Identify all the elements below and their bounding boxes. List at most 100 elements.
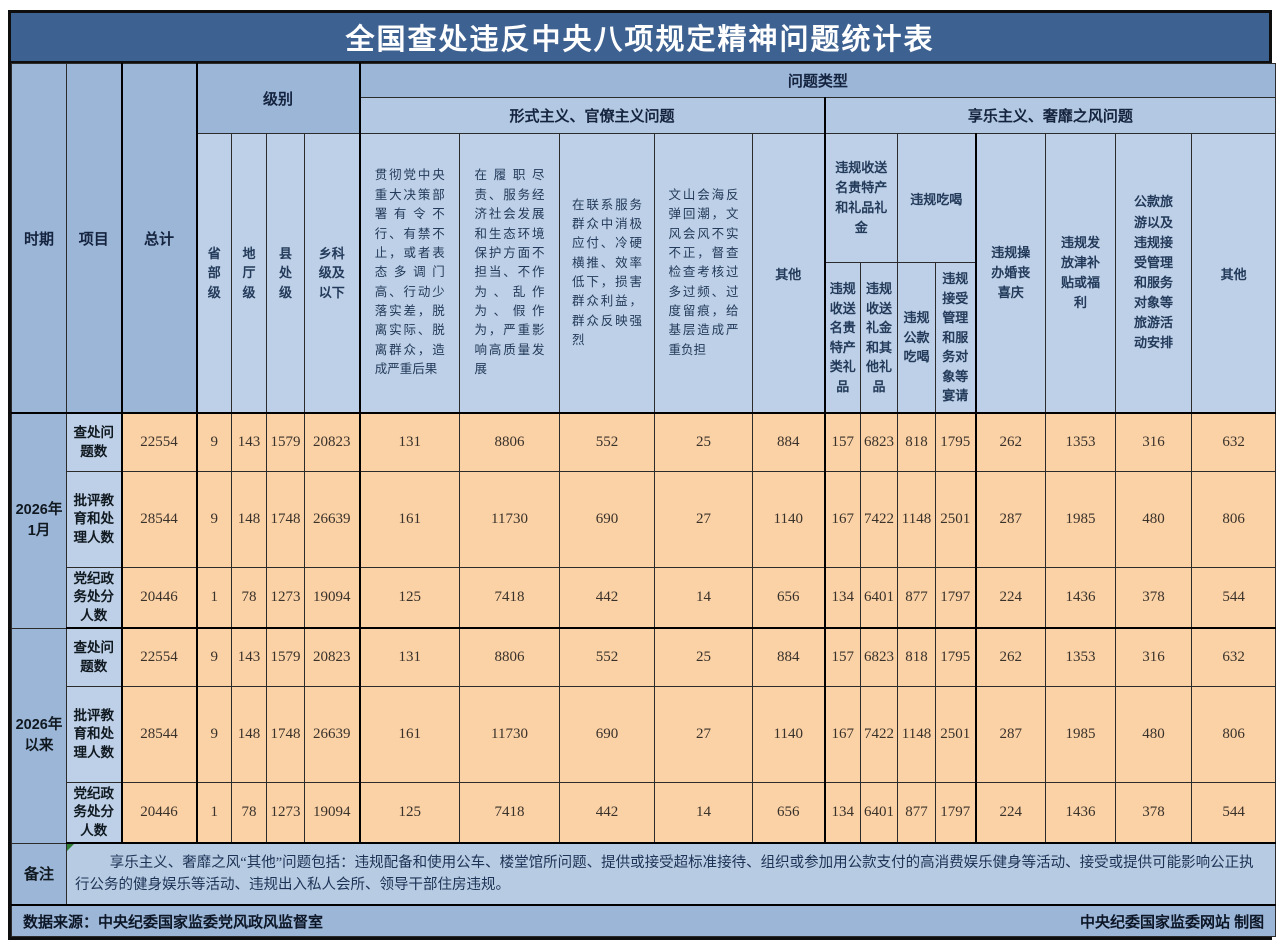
header-formalism-other: 其他 <box>752 133 826 414</box>
header-total: 总计 <box>121 63 198 414</box>
credit-text: 中央纪委国家监委网站 制图 <box>1079 913 1265 931</box>
header-dining-banquets: 违规接受管理和服务对象等宴请 <box>935 262 977 414</box>
notes-content: 享乐主义、奢靡之风“其他”问题包括：违规配备和使用公车、楼堂馆所问题、提供或接受… <box>65 842 1277 906</box>
footer-row: 数据来源：中央纪委国家监委党风政风监督室 中央纪委国家监委网站 制图 <box>10 904 1277 937</box>
row-item-label: 党纪政务处分人数 <box>66 567 123 629</box>
notes-row: 备注 享乐主义、奢靡之风“其他”问题包括：违规配备和使用公车、楼堂馆所问题、提供… <box>11 842 1277 906</box>
data-cell: 6823 <box>860 627 899 687</box>
data-cell: 1273 <box>266 567 305 629</box>
data-cell: 14 <box>654 567 754 629</box>
data-cell: 8806 <box>459 627 561 687</box>
data-cell: 148 <box>231 471 267 568</box>
data-cell: 28544 <box>121 686 198 783</box>
data-cell: 224 <box>975 567 1047 629</box>
data-cell: 157 <box>824 627 862 687</box>
data-cell: 378 <box>1115 567 1193 629</box>
data-cell: 818 <box>897 412 937 472</box>
data-cell: 143 <box>231 412 267 472</box>
header-formalism-group: 形式主义、官僚主义问题 <box>359 97 826 134</box>
data-cell: 8806 <box>459 412 561 472</box>
data-cell: 287 <box>975 471 1047 568</box>
data-cell: 134 <box>824 782 862 844</box>
data-cell: 1140 <box>752 686 826 783</box>
table-notes-footer: 备注 享乐主义、奢靡之风“其他”问题包括：违规配备和使用公车、楼堂馆所问题、提供… <box>10 842 1277 937</box>
data-cell: 884 <box>752 627 826 687</box>
header-level-prefecture: 地厅级 <box>231 133 267 414</box>
data-cell: 1797 <box>935 782 977 844</box>
page-title: 全国查处违反中央八项规定精神问题统计表 <box>11 13 1269 63</box>
notes-label: 备注 <box>11 842 67 906</box>
data-cell: 157 <box>824 412 862 472</box>
header-period: 时期 <box>11 63 67 414</box>
header-gifts-group: 违规收送名贵特产和礼品礼金 <box>824 133 899 263</box>
data-cell: 480 <box>1115 686 1193 783</box>
header-level-group: 级别 <box>195 63 361 134</box>
header-weddings-funerals: 违规操办婚丧喜庆 <box>975 133 1047 414</box>
data-cell: 552 <box>559 627 656 687</box>
page: 全国查处违反中央八项规定精神问题统计表 时期 项目 总计 级别 问题类型 形式主… <box>8 10 1277 940</box>
header-level-province: 省部级 <box>196 133 232 414</box>
header-formalism-col-1: 贯彻党中央重大决策部署有令不行、有禁不止，或者表态多调门高、行动少落实差，脱离实… <box>359 133 461 414</box>
data-cell: 20446 <box>121 567 198 629</box>
data-row: 党纪政务处分人数 20446 1 78 1273 19094 125 7418 442 14 656… <box>12 567 1277 629</box>
data-cell: 6401 <box>860 567 899 629</box>
data-row: 2026年1月 查处问题数 22554 9 143 1579 20823 131 8806 552… <box>11 412 1277 629</box>
data-cell: 690 <box>559 686 656 783</box>
notes-text: 享乐主义、奢靡之风“其他”问题包括：违规配备和使用公车、楼堂馆所问题、提供或接受… <box>75 854 1254 893</box>
data-cell: 287 <box>975 686 1047 783</box>
header-allowances: 违规发放津补贴或福利 <box>1045 133 1117 414</box>
data-cell: 26639 <box>303 471 361 568</box>
data-cell: 78 <box>231 782 267 844</box>
data-cell: 14 <box>654 782 754 844</box>
data-row: 2026年以来 查处问题数 22554 9 143 1579 20823 131 8806 552… <box>11 627 1277 844</box>
header-level-township: 乡科级及以下 <box>303 133 361 414</box>
header-problem-type: 问题类型 <box>359 63 1277 98</box>
data-cell: 378 <box>1115 782 1193 844</box>
data-cell: 143 <box>231 627 267 687</box>
header-hedonism-group: 享乐主义、奢靡之风问题 <box>824 97 1277 134</box>
row-item-label: 查处问题数 <box>66 627 123 687</box>
data-cell: 28544 <box>121 471 198 568</box>
data-cell: 9 <box>196 471 232 568</box>
data-cell: 480 <box>1115 471 1193 568</box>
row-item-label: 批评教育和处理人数 <box>66 471 123 568</box>
data-cell: 316 <box>1115 627 1193 687</box>
data-cell: 19094 <box>303 567 361 629</box>
data-cell: 1436 <box>1045 567 1117 629</box>
header-formalism-col-4: 文山会海反弹回潮，文风会风不实不正，督查检查考核过多过频、过度留痕，给基层造成严… <box>654 133 754 414</box>
data-cell: 544 <box>1191 782 1277 844</box>
data-cell: 1148 <box>897 471 937 568</box>
data-cell: 6401 <box>860 782 899 844</box>
data-cell: 544 <box>1191 567 1277 629</box>
row-item-label: 党纪政务处分人数 <box>66 782 123 844</box>
data-cell: 20823 <box>303 412 361 472</box>
data-cell: 27 <box>654 471 754 568</box>
data-cell: 632 <box>1191 627 1277 687</box>
data-cell: 1 <box>196 567 232 629</box>
header-row-1: 时期 项目 总计 级别 问题类型 <box>11 63 1277 414</box>
data-cell: 1985 <box>1045 471 1117 568</box>
data-cell: 1795 <box>935 627 977 687</box>
header-formalism-col-2: 在履职尽责、服务经济社会发展和生态环境保护方面不担当、不作为、乱作为、假作为，严… <box>459 133 561 414</box>
header-row-4: 违规收送名贵特产类礼品 违规收送礼金和其他礼品 违规公款吃喝 违规接受管理和服务… <box>12 262 1276 414</box>
data-cell: 78 <box>231 567 267 629</box>
data-cell: 11730 <box>459 471 561 568</box>
data-cell: 1795 <box>935 412 977 472</box>
cell-comment-marker <box>67 844 74 851</box>
data-cell: 262 <box>975 412 1047 472</box>
row-item-label: 查处问题数 <box>66 412 123 472</box>
period-label: 2026年以来 <box>11 627 67 844</box>
data-cell: 11730 <box>459 686 561 783</box>
header-item: 项目 <box>66 63 123 414</box>
data-cell: 25 <box>654 627 754 687</box>
data-cell: 1436 <box>1045 782 1117 844</box>
data-cell: 877 <box>897 567 937 629</box>
data-cell: 1748 <box>266 686 305 783</box>
footer-cell: 数据来源：中央纪委国家监委党风政风监督室 中央纪委国家监委网站 制图 <box>10 904 1277 937</box>
data-cell: 9 <box>196 686 232 783</box>
data-row: 党纪政务处分人数 20446 1 78 1273 19094 125 7418 442 14 656… <box>12 782 1277 844</box>
data-cell: 148 <box>231 686 267 783</box>
data-cell: 131 <box>359 412 461 472</box>
data-cell: 134 <box>824 567 862 629</box>
table-frame: 全国查处违反中央八项规定精神问题统计表 时期 项目 总计 级别 问题类型 形式主… <box>8 10 1277 940</box>
